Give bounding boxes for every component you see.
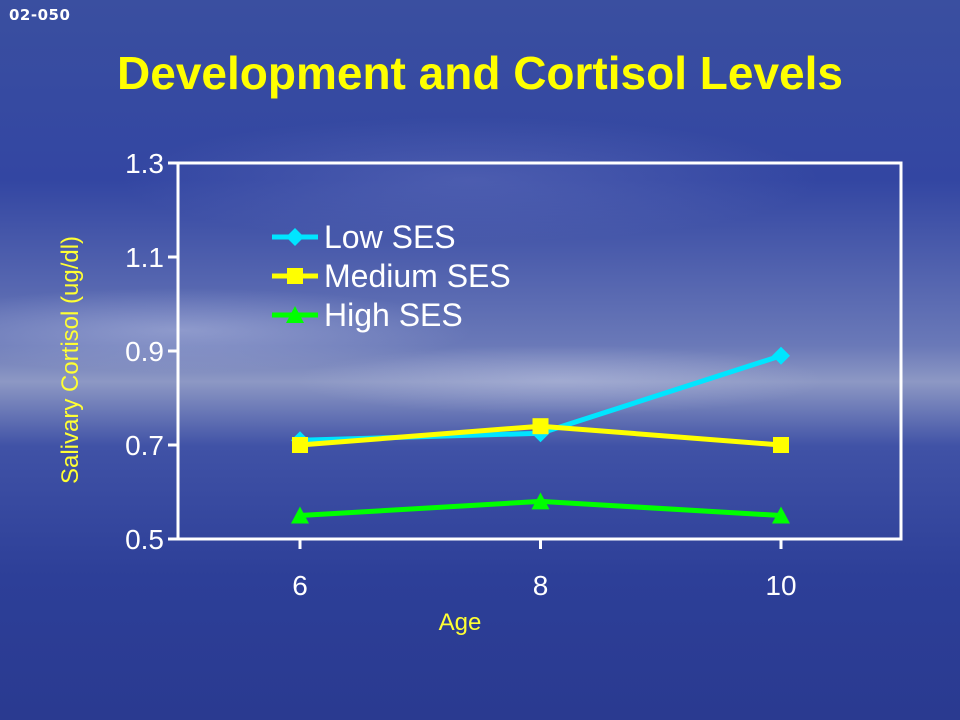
legend-item-high-ses: High SES bbox=[272, 297, 463, 333]
data-point-medium-ses bbox=[292, 437, 308, 453]
legend-item-low-ses: Low SES bbox=[272, 219, 456, 255]
y-tick-label: 1.1 bbox=[125, 242, 164, 273]
y-tick-label: 1.3 bbox=[125, 148, 164, 179]
data-point-low-ses bbox=[772, 346, 790, 365]
x-axis-title: Age bbox=[439, 609, 482, 636]
plot-area-frame bbox=[176, 161, 903, 541]
legend-item-medium-ses: Medium SES bbox=[272, 258, 511, 294]
data-point-high-ses bbox=[291, 506, 309, 524]
y-tick-label: 0.9 bbox=[125, 336, 164, 367]
legend-label: Low SES bbox=[324, 219, 456, 255]
legend-swatch-marker bbox=[287, 268, 303, 284]
data-point-medium-ses bbox=[773, 437, 789, 453]
series-high-ses bbox=[291, 492, 790, 524]
legend-label: High SES bbox=[324, 297, 463, 333]
legend-swatch-marker bbox=[286, 306, 304, 323]
x-tick-label: 6 bbox=[292, 570, 308, 601]
data-point-medium-ses bbox=[532, 418, 549, 435]
legend-label: Medium SES bbox=[324, 258, 511, 294]
series-layer bbox=[291, 346, 790, 524]
slide-code: 02-050 bbox=[9, 6, 71, 24]
y-axis-title: Salivary Cortisol (ug/dl) bbox=[57, 236, 84, 484]
slide-title: Development and Cortisol Levels bbox=[117, 47, 843, 99]
x-axis: 6 8 10 bbox=[292, 539, 797, 601]
data-point-high-ses bbox=[531, 492, 550, 510]
legend-swatch-marker bbox=[286, 228, 304, 246]
data-point-high-ses bbox=[772, 506, 790, 524]
x-tick-label: 8 bbox=[533, 570, 549, 601]
x-tick-label: 10 bbox=[765, 570, 796, 601]
y-tick-label: 0.5 bbox=[125, 524, 164, 555]
y-axis: 0.5 0.7 0.9 1.1 1.3 bbox=[125, 148, 178, 555]
series-medium-ses bbox=[292, 418, 789, 453]
y-tick-label: 0.7 bbox=[125, 430, 164, 461]
